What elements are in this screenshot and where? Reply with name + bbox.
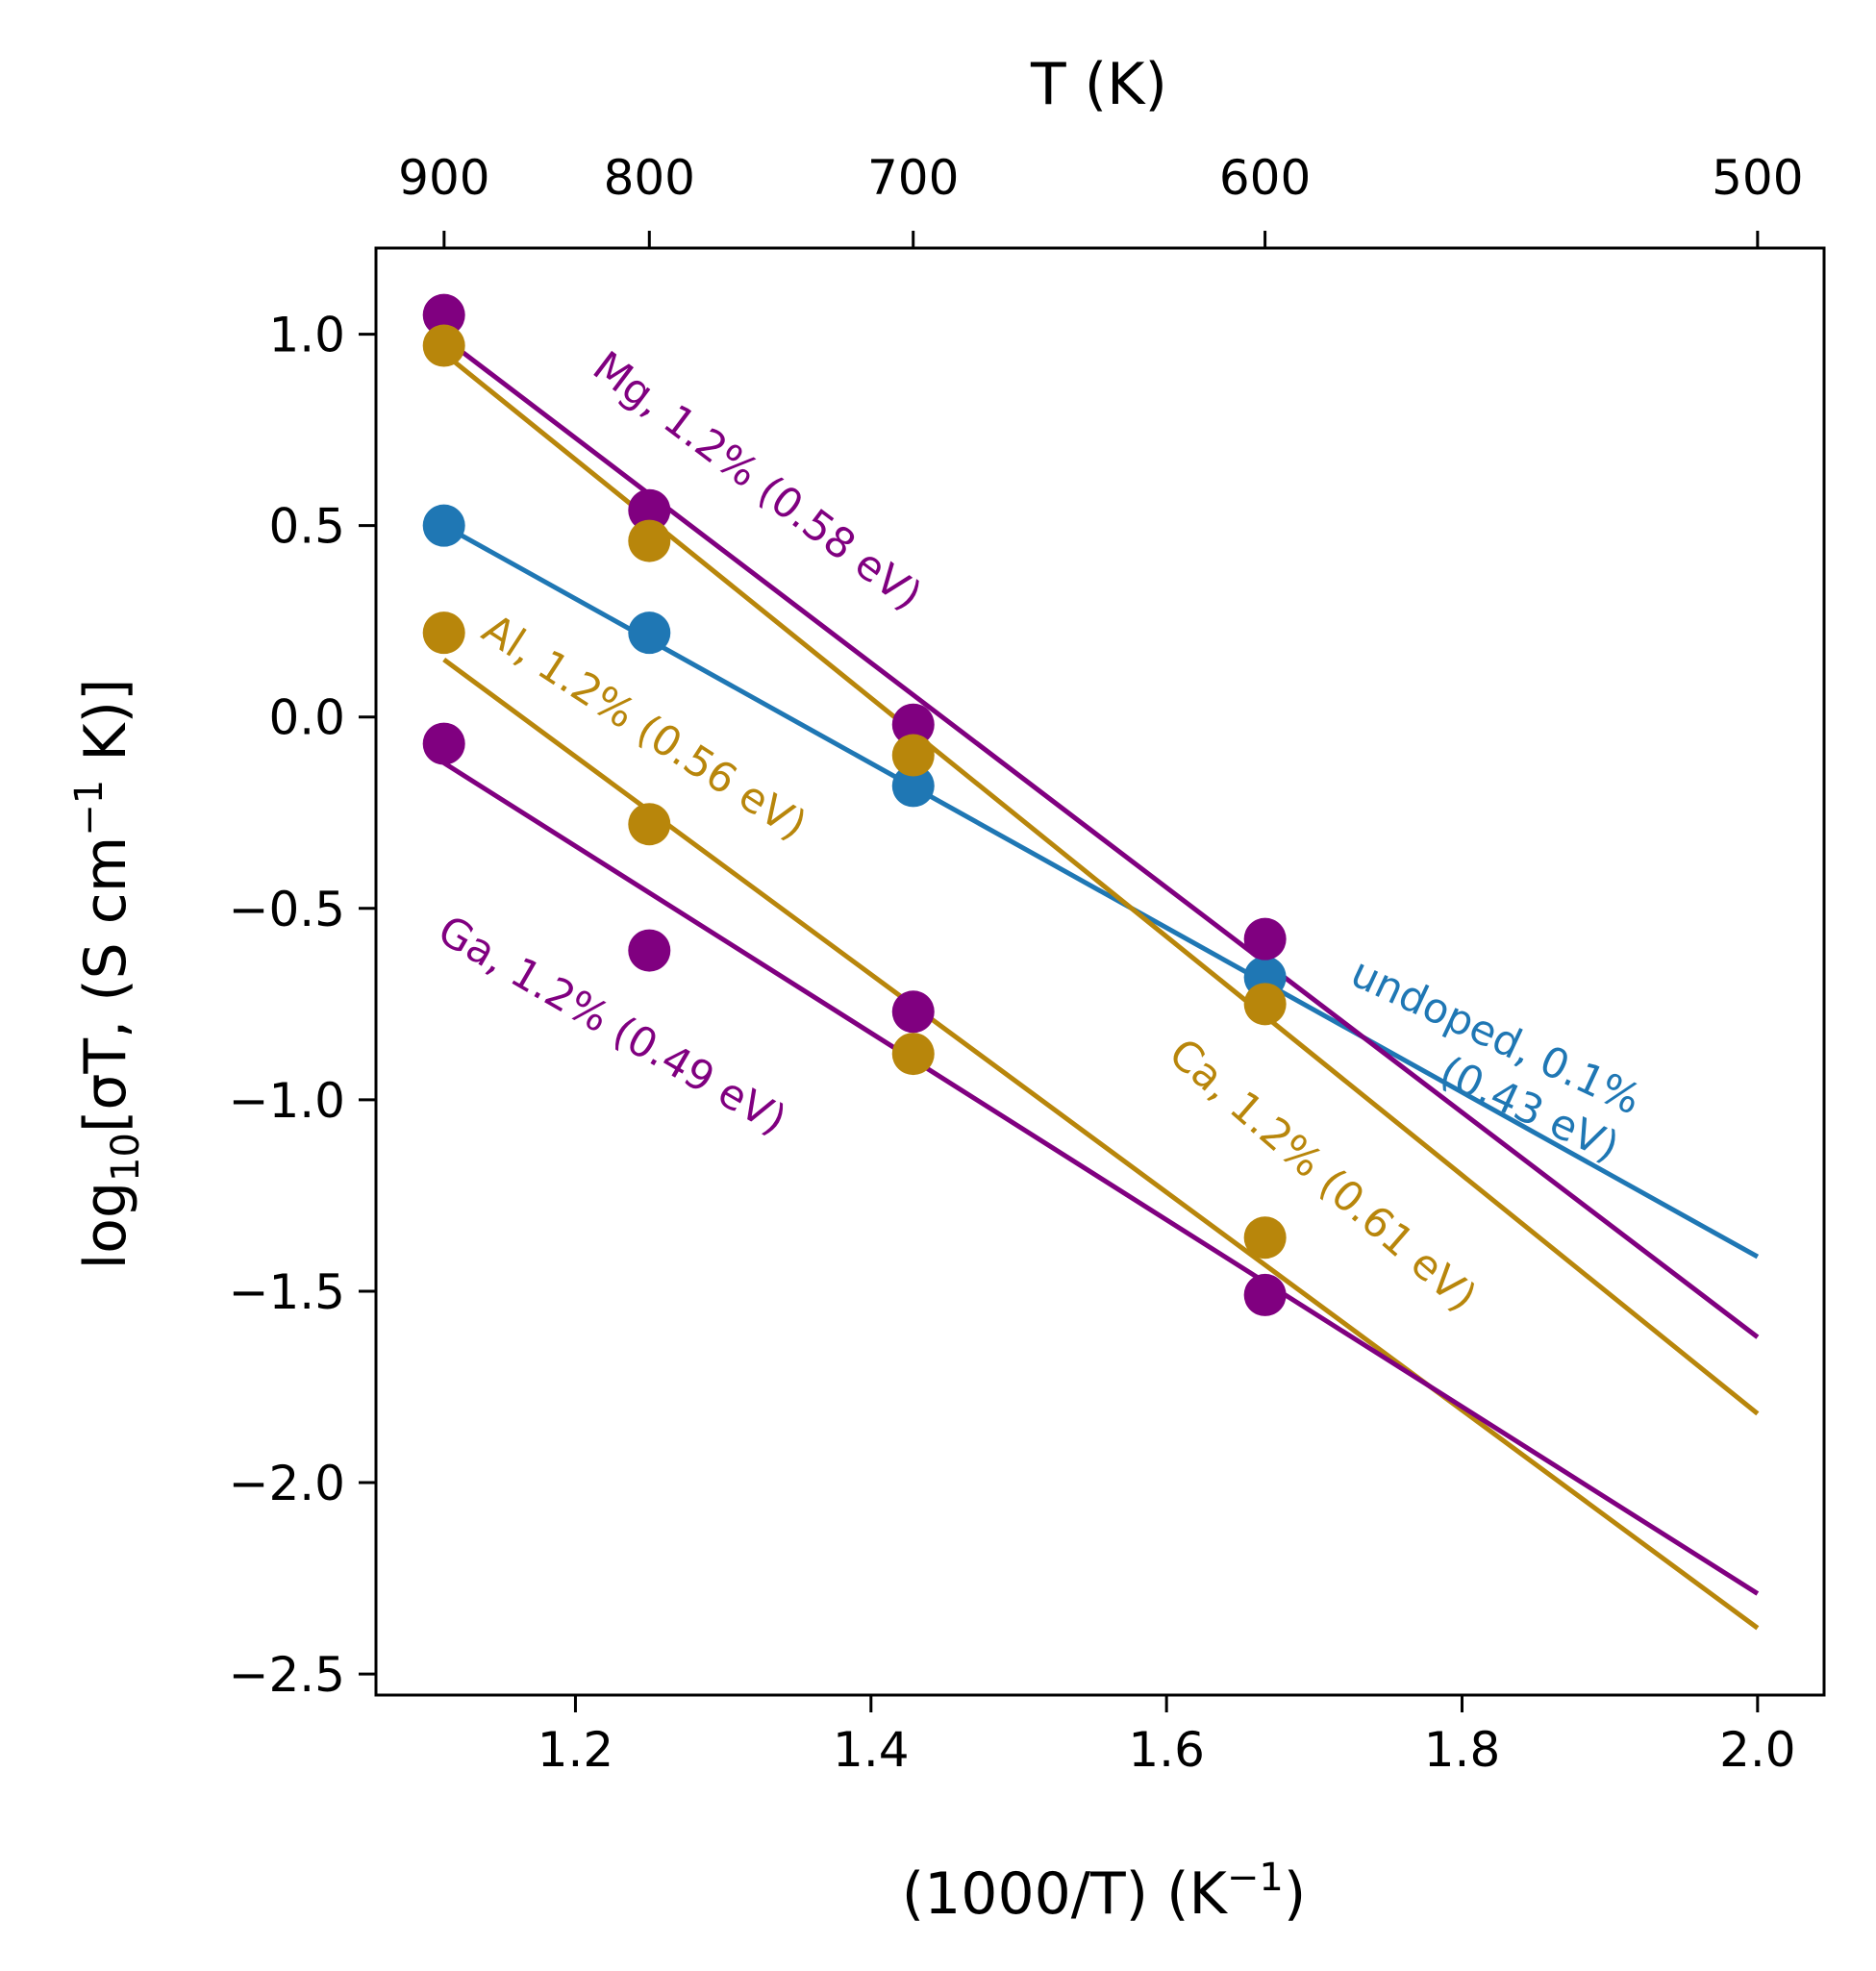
x-axis-label: (1000/T) (K−1): [902, 1856, 1307, 1928]
y-tick-label-0: 1.0: [268, 308, 345, 363]
y-axis-label: log10[σT, (S cm−1 K)]: [67, 679, 148, 1270]
data-point-series-1-1: [628, 488, 671, 532]
annotation-line-ca-0: Ca, 1.2% (0.61 eV): [1160, 1030, 1486, 1322]
data-point-series-1-2: [891, 703, 935, 746]
x-axis-bottom: 1.2 1.4 1.6 1.8 2.0: [538, 1695, 1796, 1778]
y-tick-label-7: −2.5: [229, 1647, 345, 1703]
data-point-series-4-3: [1243, 1273, 1287, 1316]
y-axis-left: 1.0 0.5 0.0 −0.5 −1.0 −1.5 −2.0 −2.5: [229, 308, 376, 1703]
data-points: [422, 293, 1287, 1316]
data-point-series-4-0: [422, 722, 465, 765]
top-tick-label-4: 500: [1712, 150, 1803, 206]
annotation-undoped: undoped, 0.1%(0.43 eV): [1322, 949, 1648, 1172]
data-point-series-4-1: [628, 929, 671, 972]
annotation-text-ga: Ga, 1.2% (0.49 eV): [430, 907, 794, 1145]
annotation-text-ca: Ca, 1.2% (0.61 eV): [1160, 1030, 1486, 1322]
top-tick-label-3: 600: [1219, 150, 1311, 206]
data-point-series-2-1: [628, 519, 671, 562]
y-tick-label-5: −1.5: [229, 1264, 345, 1320]
x-tick-label-3: 1.8: [1424, 1722, 1501, 1778]
data-point-series-4-2: [891, 990, 935, 1034]
data-point-series-2-2: [891, 734, 935, 777]
data-point-series-3-3: [1243, 1216, 1287, 1260]
annotation-ga: Ga, 1.2% (0.49 eV): [430, 907, 794, 1145]
data-point-series-3-0: [422, 611, 465, 655]
data-point-series-3-2: [891, 1033, 935, 1076]
x-tick-label-2: 1.6: [1128, 1722, 1205, 1778]
data-point-series-0-0: [422, 504, 465, 547]
data-point-series-3-1: [628, 803, 671, 846]
plot-border: [374, 246, 1826, 1697]
x-axis-top: 900 800 700 600 500: [398, 150, 1804, 248]
data-point-series-1-3: [1243, 917, 1287, 961]
y-tick-label-1: 0.5: [268, 499, 345, 555]
y-tick-label-4: −1.0: [229, 1073, 345, 1129]
x-tick-label-0: 1.2: [538, 1722, 614, 1778]
plot-area: [374, 246, 1826, 1697]
top-axis-label: T (K): [1030, 51, 1167, 118]
top-tick-label-2: 700: [867, 150, 959, 206]
y-tick-label-2: 0.0: [268, 690, 345, 746]
x-tick-label-1: 1.4: [833, 1722, 910, 1778]
data-point-series-2-3: [1243, 983, 1287, 1026]
data-point-series-0-2: [891, 764, 935, 808]
annotation-line-ga-0: Ga, 1.2% (0.49 eV): [430, 907, 794, 1145]
x-tick-label-4: 2.0: [1719, 1722, 1796, 1778]
top-tick-label-1: 800: [604, 150, 695, 206]
data-point-series-1-0: [422, 293, 465, 337]
fit-line-series-4: [442, 761, 1760, 1596]
top-tick-label-0: 900: [398, 150, 489, 206]
y-tick-label-6: −2.0: [229, 1456, 345, 1511]
y-tick-label-3: −0.5: [229, 882, 345, 937]
data-point-series-2-0: [422, 324, 465, 367]
annotation-text-undoped: undoped, 0.1%(0.43 eV): [1322, 949, 1648, 1172]
data-point-series-0-1: [628, 611, 671, 655]
annotation-ca: Ca, 1.2% (0.61 eV): [1160, 1030, 1486, 1322]
